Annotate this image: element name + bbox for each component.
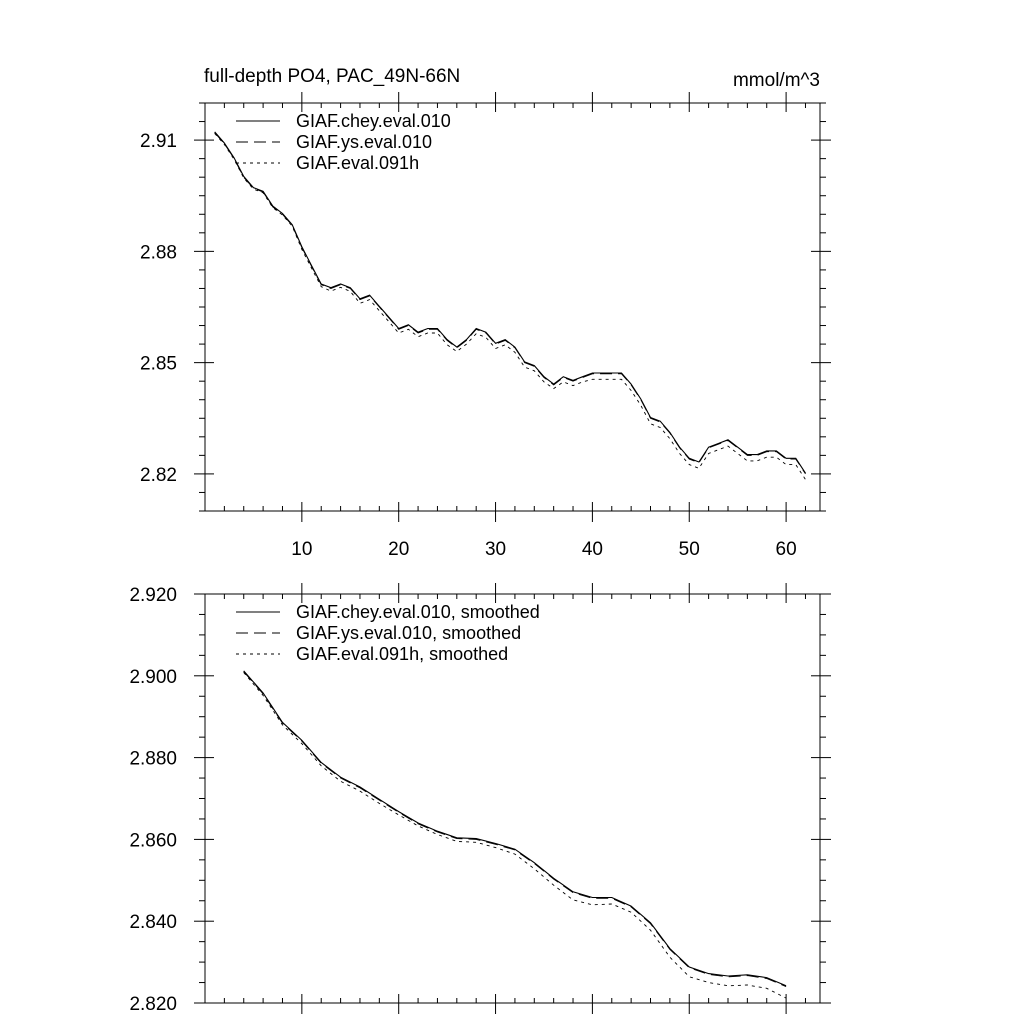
series-line-1 <box>243 670 787 987</box>
y-tick-label: 2.88 <box>140 242 177 263</box>
x-tick-label: 20 <box>388 539 409 560</box>
y-tick-label: 2.880 <box>129 749 177 770</box>
legend-label-1: GIAF.chey.eval.010 <box>296 111 451 131</box>
series-line-3 <box>214 133 806 480</box>
bottom-panel: 2.820 2.840 2.860 2.880 2.900 2.920 GIAF.chey.… <box>129 583 831 1015</box>
y-tick-label: 2.85 <box>140 354 177 375</box>
x-tick-label: 60 <box>776 539 797 560</box>
legend-label-3: GIAF.eval.091h <box>296 153 419 173</box>
y-tick-label: 2.860 <box>129 830 177 851</box>
y-tick-label: 2.920 <box>129 585 177 606</box>
y-tick-label: 2.82 <box>140 465 177 486</box>
legend-label-3: GIAF.eval.091h, smoothed <box>296 644 508 664</box>
y-tick-label: 2.820 <box>129 994 177 1015</box>
legend-label-2: GIAF.ys.eval.010 <box>296 132 432 152</box>
legend-label-1: GIAF.chey.eval.010, smoothed <box>296 602 540 622</box>
y-tick-label: 2.900 <box>129 667 177 688</box>
x-tick-label: 30 <box>485 539 506 560</box>
top-panel: 10 20 30 40 50 60 2.82 2.85 2.88 2.91 GIAF.chey.ev… <box>140 92 831 560</box>
legend-label-2: GIAF.ys.eval.010, smoothed <box>296 623 521 643</box>
figure-title: full-depth PO4, PAC_49N-66N <box>204 66 460 87</box>
x-tick-label: 40 <box>582 539 603 560</box>
series-line-1 <box>214 131 806 474</box>
y-tick-label: 2.840 <box>129 912 177 933</box>
series-line-2 <box>243 671 787 988</box>
units-label: mmol/m^3 <box>733 70 820 91</box>
series-line-3 <box>243 672 787 999</box>
y-tick-label: 2.91 <box>140 131 177 152</box>
x-tick-label: 10 <box>291 539 312 560</box>
series-line-2 <box>214 132 806 475</box>
x-tick-label: 50 <box>679 539 700 560</box>
